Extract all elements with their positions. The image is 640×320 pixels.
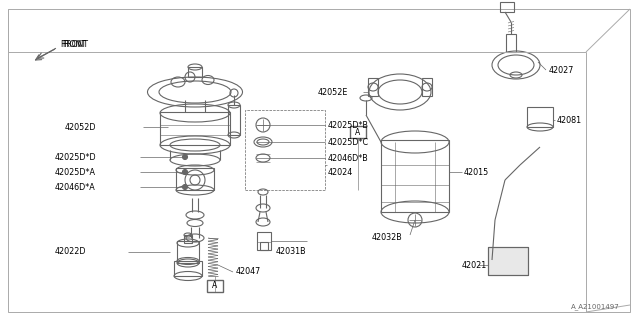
Text: A: A bbox=[355, 127, 360, 137]
Circle shape bbox=[182, 155, 188, 159]
Text: 42046D*A: 42046D*A bbox=[55, 182, 96, 191]
Bar bbox=[174, 261, 202, 276]
Bar bbox=[176, 168, 214, 190]
Bar bbox=[422, 78, 432, 96]
Text: 42022D: 42022D bbox=[55, 247, 86, 257]
Text: 42031B: 42031B bbox=[276, 247, 307, 257]
Text: 42015: 42015 bbox=[464, 167, 489, 177]
Bar bbox=[488, 247, 528, 275]
Bar bbox=[506, 34, 516, 52]
Text: 42024: 42024 bbox=[328, 167, 353, 177]
Bar bbox=[160, 112, 230, 145]
Bar bbox=[381, 140, 449, 212]
Bar bbox=[177, 241, 199, 263]
Bar bbox=[488, 247, 528, 275]
Text: 42032B: 42032B bbox=[372, 234, 403, 243]
Text: A: A bbox=[212, 282, 218, 291]
Text: 42027: 42027 bbox=[549, 66, 574, 75]
Text: 42025D*D: 42025D*D bbox=[55, 153, 97, 162]
Text: 42025D*B: 42025D*B bbox=[328, 121, 369, 130]
Bar bbox=[228, 105, 240, 135]
Text: 42025D*C: 42025D*C bbox=[328, 138, 369, 147]
Bar bbox=[260, 242, 268, 250]
Text: 42021: 42021 bbox=[462, 260, 487, 269]
Bar bbox=[350, 126, 366, 138]
Bar bbox=[257, 232, 271, 250]
Text: 42052D: 42052D bbox=[65, 123, 97, 132]
Text: 42025D*A: 42025D*A bbox=[55, 167, 96, 177]
Bar bbox=[207, 280, 223, 292]
Bar bbox=[184, 235, 192, 243]
Text: FRONT: FRONT bbox=[62, 39, 88, 49]
Bar bbox=[527, 107, 553, 127]
Bar bbox=[188, 67, 202, 77]
Text: 42047: 42047 bbox=[236, 268, 261, 276]
Text: FRONT: FRONT bbox=[60, 39, 86, 49]
Circle shape bbox=[182, 185, 188, 189]
Text: 42052E: 42052E bbox=[318, 87, 348, 97]
Circle shape bbox=[182, 170, 188, 174]
Text: 42081: 42081 bbox=[557, 116, 582, 124]
Bar bbox=[245, 110, 325, 190]
Text: 42046D*B: 42046D*B bbox=[328, 154, 369, 163]
Bar bbox=[368, 78, 378, 96]
Bar bbox=[500, 2, 514, 12]
Text: A_A21001497: A_A21001497 bbox=[572, 303, 620, 310]
